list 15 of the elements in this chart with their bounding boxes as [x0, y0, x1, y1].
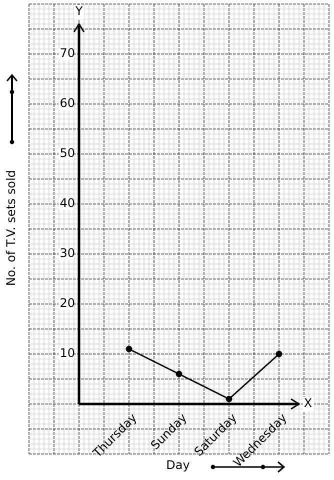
point [126, 346, 132, 352]
y-tick-label: 70 [60, 46, 75, 60]
text: Y [74, 4, 84, 18]
point [276, 350, 282, 358]
y-tick-label: 30 [60, 246, 75, 260]
y-tick-label: 20 [60, 296, 75, 310]
x-axis-title: Day [166, 458, 190, 472]
y-axis-title: No. of T.V. sets sold [4, 170, 18, 286]
y-tick-label: 50 [60, 146, 75, 160]
y-tick-label: 60 [60, 96, 75, 110]
y-tick-label: 10 [60, 346, 75, 360]
point [226, 396, 232, 402]
text: X [304, 396, 312, 410]
y-tick-label: 40 [60, 196, 75, 210]
point [176, 370, 182, 378]
